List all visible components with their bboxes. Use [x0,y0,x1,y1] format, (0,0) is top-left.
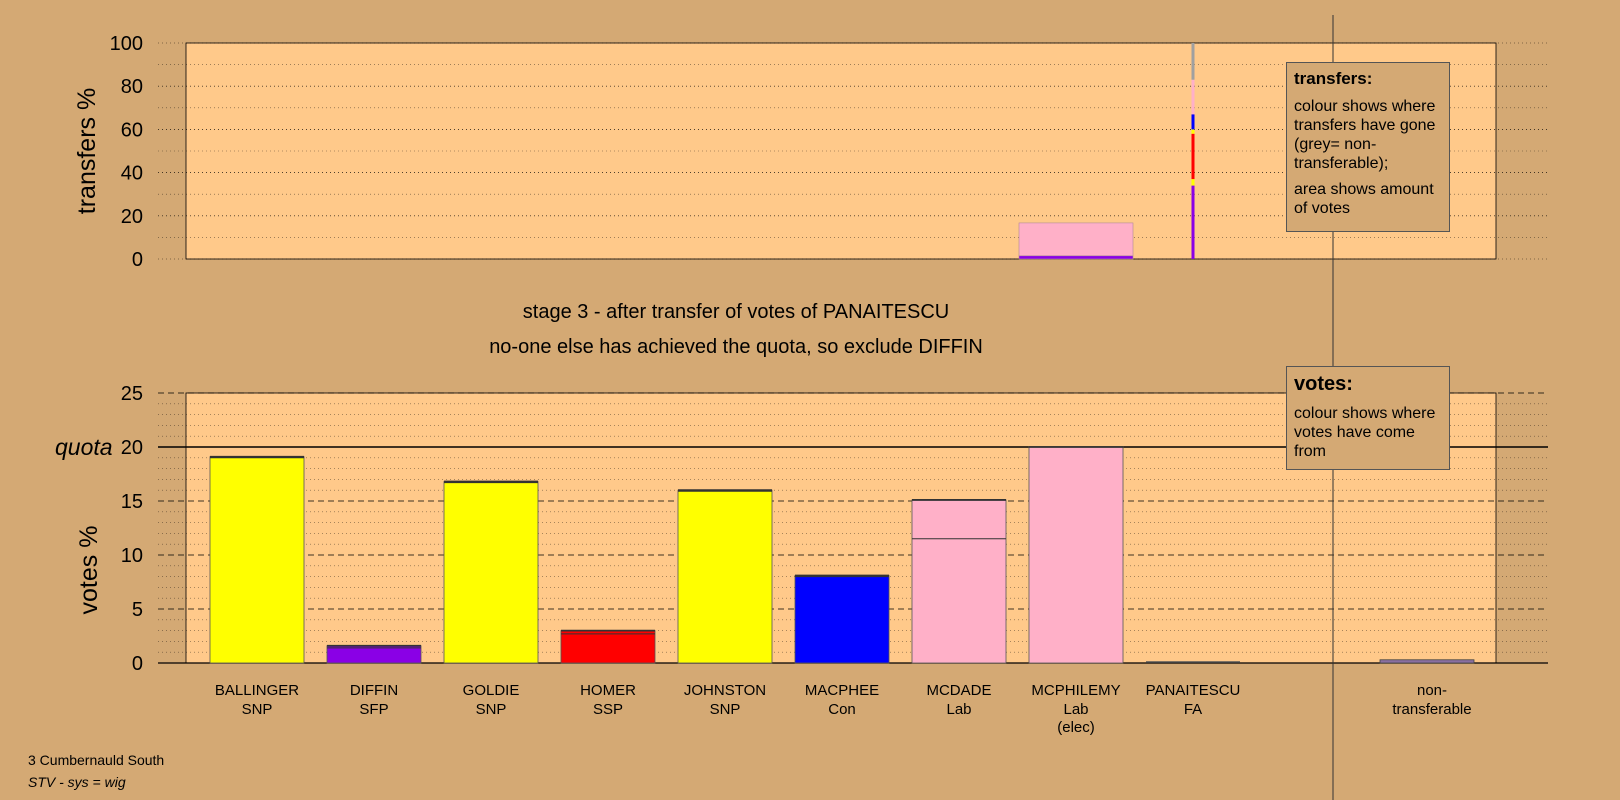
candidate-name: MCDADE [926,682,991,699]
candidate-name: HOMER [580,682,636,699]
vote-bar [1028,446,1124,664]
candidate-status: (elec) [1057,719,1095,736]
votes-y-tick: 5 [132,599,143,621]
vote-bar [677,489,773,664]
votes-y-axis-title: votes % [75,526,103,615]
votes-y-tick: 0 [132,653,143,675]
transfer-segment [1191,43,1195,80]
non-transferable-label: transferable [1392,701,1471,718]
transfers-y-axis-title: transfers % [73,88,101,214]
votes-panel: 0 5 10 15 20 25 quota votes % BALLINGER SNP DIFFIN… [55,383,1548,736]
candidate-name: PANAITESCU [1146,682,1241,699]
non-transferable-label: non- [1417,682,1447,699]
candidate-party: Lab [946,701,971,718]
vote-bar [911,499,1007,664]
transfers-y-tick: 60 [121,119,143,141]
transfers-legend-line1: colour shows where transfers have gone (… [1294,98,1436,172]
candidate-party: SFP [359,701,388,718]
quota-label: quota [55,434,113,460]
transfer-segment [1018,255,1134,260]
transfer-segment [1018,222,1134,257]
votes-y-tick: 15 [121,491,143,513]
candidate-party: SNP [710,701,741,718]
transfers-y-tick: 20 [121,206,143,228]
transfers-legend: transfers: colour shows where transfers … [1286,62,1450,232]
transfers-y-tick: 80 [121,76,143,98]
candidate-name: MACPHEE [805,682,879,699]
transfer-segment [1191,114,1195,130]
constituency-label: 3 Cumbernauld South [28,752,165,768]
stage-caption: stage 3 - after transfer of votes of PAN… [523,301,949,323]
transfer-segment [1191,185,1195,259]
candidate-name: BALLINGER [215,682,299,699]
candidate-party: Con [828,701,856,718]
candidate-party: FA [1184,701,1202,718]
transfer-segment [1191,133,1195,180]
candidate-party: SNP [476,701,507,718]
votes-legend-line1: colour shows where votes have come from [1294,405,1436,460]
transfer-segment [1191,79,1195,115]
non-transferable-bar [1379,659,1475,664]
transfer-segment [1191,179,1195,186]
action-caption: no-one else has achieved the quota, so e… [489,336,983,358]
system-label: STV - sys = wig [28,774,126,790]
candidate-name: JOHNSTON [684,682,766,699]
candidate-name: GOLDIE [463,682,520,699]
candidate-party: Lab [1063,701,1088,718]
transfers-y-tick: 100 [110,33,143,55]
votes-y-tick: 20 [121,437,143,459]
candidate-party: SNP [242,701,273,718]
candidate-name: MCPHILEMY [1031,682,1120,699]
vote-bar [794,575,890,664]
votes-y-tick: 25 [121,383,143,405]
candidate-name: DIFFIN [350,682,398,699]
vote-bar [560,630,656,664]
transfers-y-tick: 40 [121,163,143,185]
transfer-segment [1191,129,1195,134]
candidate-party: SSP [593,701,623,718]
transfers-legend-line2: area shows amount of votes [1294,181,1434,217]
transfers-plot-area [185,42,1497,260]
vote-bar [209,456,305,664]
vote-bar [443,481,539,664]
transfers-y-tick: 0 [132,249,143,271]
votes-y-tick: 10 [121,545,143,567]
votes-legend: votes: colour shows where votes have com… [1286,366,1450,470]
transfers-panel: 0 20 40 60 80 100 transfers % [73,33,1548,271]
votes-legend-title: votes: [1294,373,1353,395]
transfers-legend-title: transfers: [1294,69,1373,88]
